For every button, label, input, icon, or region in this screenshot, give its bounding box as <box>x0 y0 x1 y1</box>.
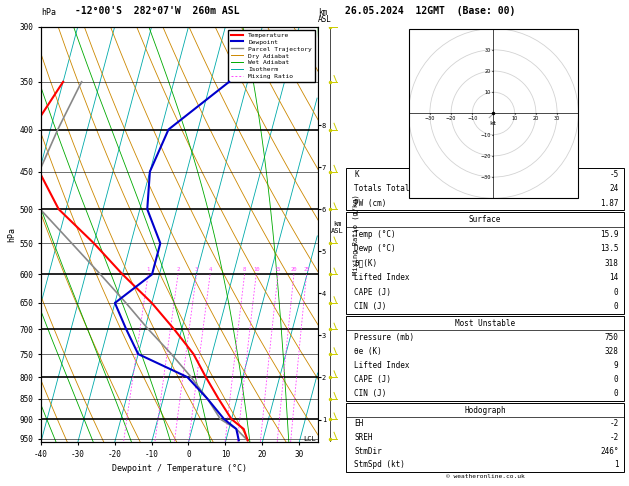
Text: © weatheronline.co.uk: © weatheronline.co.uk <box>445 474 525 479</box>
Text: 13.5: 13.5 <box>600 244 618 253</box>
Text: 0: 0 <box>614 389 618 399</box>
Text: 246°: 246° <box>600 447 618 456</box>
Text: Lifted Index: Lifted Index <box>354 273 409 282</box>
Text: 0: 0 <box>614 375 618 384</box>
Y-axis label: hPa: hPa <box>8 227 16 242</box>
Text: 0: 0 <box>614 288 618 296</box>
Y-axis label: km
ASL: km ASL <box>331 222 343 235</box>
Text: StmSpd (kt): StmSpd (kt) <box>354 460 405 469</box>
Text: 8: 8 <box>243 267 246 272</box>
Bar <box>346 212 624 314</box>
Text: 9: 9 <box>614 361 618 370</box>
Text: Temp (°C): Temp (°C) <box>354 230 396 239</box>
Text: 15: 15 <box>275 267 281 272</box>
Text: 10: 10 <box>253 267 259 272</box>
Text: SREH: SREH <box>354 433 372 442</box>
Text: θe (K): θe (K) <box>354 347 382 356</box>
Text: θᴇ(K): θᴇ(K) <box>354 259 377 268</box>
Text: Hodograph: Hodograph <box>464 406 506 415</box>
Text: 15.9: 15.9 <box>600 230 618 239</box>
X-axis label: kt: kt <box>490 121 498 126</box>
Text: 26.05.2024  12GMT  (Base: 00): 26.05.2024 12GMT (Base: 00) <box>345 5 515 16</box>
Text: 20: 20 <box>291 267 297 272</box>
Text: K: K <box>354 170 359 179</box>
Text: Surface: Surface <box>469 215 501 224</box>
Text: PW (cm): PW (cm) <box>354 198 387 208</box>
Text: Totals Totals: Totals Totals <box>354 184 415 193</box>
Text: 1.87: 1.87 <box>600 198 618 208</box>
Text: Mixing Ratio (g/kg): Mixing Ratio (g/kg) <box>352 194 359 275</box>
Text: ASL: ASL <box>318 15 331 24</box>
Text: -5: -5 <box>610 170 618 179</box>
Bar <box>346 316 624 401</box>
Text: -2: -2 <box>610 433 618 442</box>
Text: hPa: hPa <box>41 8 56 17</box>
Text: -2: -2 <box>610 419 618 428</box>
Text: LCL: LCL <box>303 436 316 442</box>
Bar <box>346 403 624 472</box>
Text: 14: 14 <box>610 273 618 282</box>
Text: 1: 1 <box>614 460 618 469</box>
Text: CIN (J): CIN (J) <box>354 389 387 399</box>
Text: 4: 4 <box>208 267 212 272</box>
Text: EH: EH <box>354 419 364 428</box>
Text: 1: 1 <box>147 267 150 272</box>
Text: Dewp (°C): Dewp (°C) <box>354 244 396 253</box>
Text: 24: 24 <box>610 184 618 193</box>
Text: 2: 2 <box>176 267 180 272</box>
Text: km: km <box>318 8 327 17</box>
Text: 328: 328 <box>604 347 618 356</box>
Text: Pressure (mb): Pressure (mb) <box>354 333 415 342</box>
Text: 750: 750 <box>604 333 618 342</box>
Text: CIN (J): CIN (J) <box>354 302 387 311</box>
Text: CAPE (J): CAPE (J) <box>354 288 391 296</box>
Text: Most Unstable: Most Unstable <box>455 319 515 328</box>
Text: 3: 3 <box>195 267 198 272</box>
X-axis label: Dewpoint / Temperature (°C): Dewpoint / Temperature (°C) <box>112 465 247 473</box>
Bar <box>346 168 624 210</box>
Text: StmDir: StmDir <box>354 447 382 456</box>
Text: 0: 0 <box>614 302 618 311</box>
Text: 25: 25 <box>303 267 310 272</box>
Text: -12°00'S  282°07'W  260m ASL: -12°00'S 282°07'W 260m ASL <box>75 5 240 16</box>
Legend: Temperature, Dewpoint, Parcel Trajectory, Dry Adiabat, Wet Adiabat, Isotherm, Mi: Temperature, Dewpoint, Parcel Trajectory… <box>228 30 314 82</box>
Text: CAPE (J): CAPE (J) <box>354 375 391 384</box>
Text: 318: 318 <box>604 259 618 268</box>
Text: Lifted Index: Lifted Index <box>354 361 409 370</box>
